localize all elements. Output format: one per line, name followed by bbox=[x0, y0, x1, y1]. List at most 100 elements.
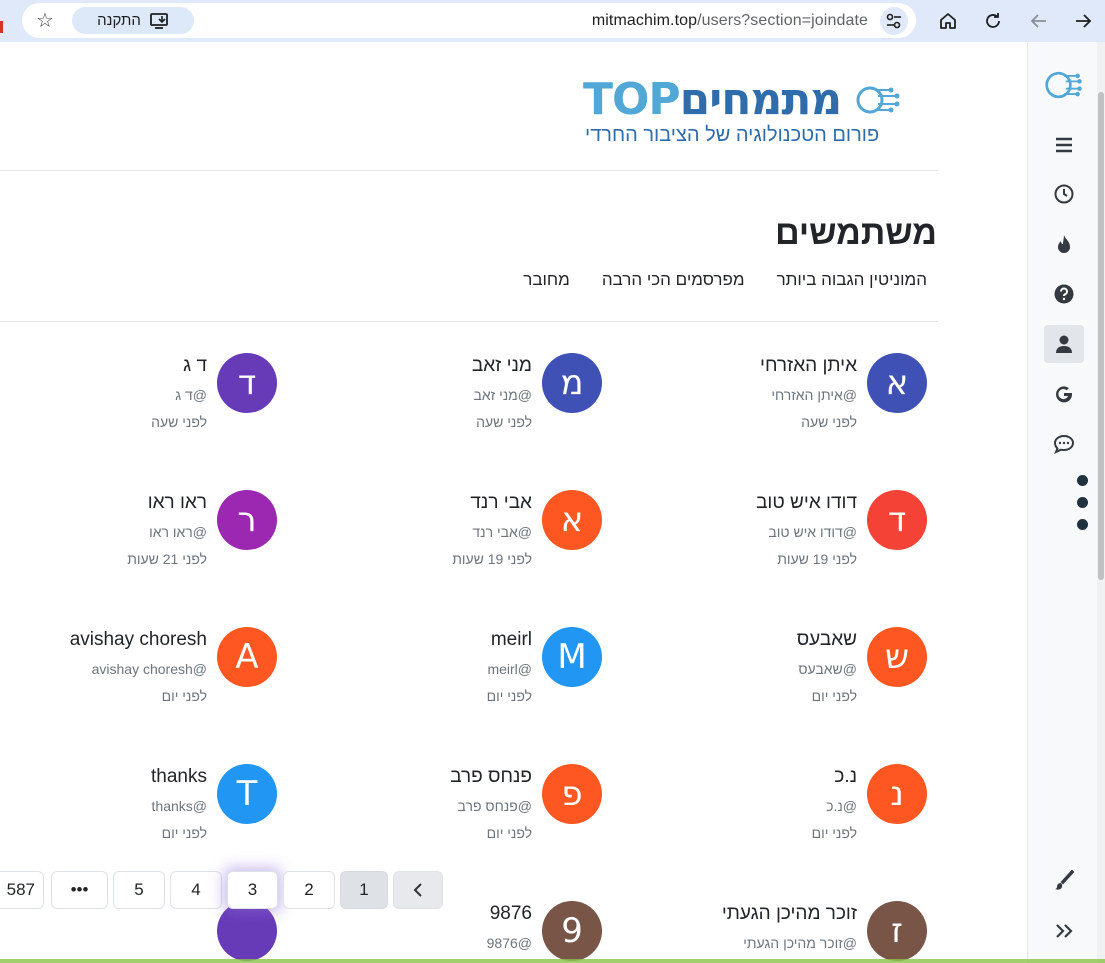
sidebar-google[interactable] bbox=[1044, 375, 1084, 413]
avatar[interactable]: M bbox=[542, 627, 602, 687]
user-name[interactable]: meirl bbox=[490, 629, 532, 650]
star-icon[interactable]: ☆ bbox=[36, 10, 54, 32]
dot bbox=[1077, 497, 1088, 508]
avatar[interactable]: ד bbox=[217, 353, 277, 413]
user-name[interactable]: avishay choresh bbox=[69, 629, 207, 650]
install-app-icon bbox=[149, 12, 168, 29]
address-bar[interactable]: ☆ התקנה mitmachim.top/users?section=join… bbox=[22, 3, 916, 38]
back-button[interactable] bbox=[1026, 8, 1052, 34]
bottom-accent-line bbox=[0, 959, 1105, 963]
page-last[interactable]: 587 bbox=[0, 871, 44, 909]
scrollbar-thumb[interactable] bbox=[1098, 92, 1104, 580]
user-card[interactable]: א אבי רנד @אבי רנד לפני 19 שעות bbox=[272, 490, 602, 590]
divider bbox=[0, 170, 938, 171]
page-4[interactable]: 4 bbox=[170, 871, 222, 909]
user-name[interactable]: thanks bbox=[151, 766, 207, 787]
tab-top-reputation[interactable]: המוניטין הגבוה ביותר bbox=[776, 270, 927, 289]
user-card[interactable] bbox=[0, 901, 277, 963]
site-settings-button[interactable] bbox=[880, 7, 908, 35]
user-card[interactable]: ש שאבעס @שאבעס לפני יום bbox=[597, 627, 927, 727]
user-card[interactable]: נ נ.כ @נ.כ לפני יום bbox=[597, 764, 927, 864]
avatar[interactable]: ז bbox=[867, 901, 927, 961]
user-name[interactable]: פנחס פרב bbox=[450, 766, 532, 787]
sidebar-skin[interactable] bbox=[1044, 862, 1084, 900]
page-2[interactable]: 2 bbox=[283, 871, 335, 909]
site-logo[interactable]: TOPמתמחים פורום הטכנולוגיה של הציבור החר… bbox=[583, 76, 928, 146]
page-5[interactable]: 5 bbox=[113, 871, 165, 909]
reload-button[interactable] bbox=[980, 8, 1006, 34]
user-slug: @נ.כ bbox=[826, 798, 857, 814]
avatar[interactable]: פ bbox=[542, 764, 602, 824]
user-name[interactable]: ד ג bbox=[183, 355, 207, 376]
recent-icon bbox=[1054, 184, 1074, 204]
avatar[interactable]: מ bbox=[542, 353, 602, 413]
avatar[interactable]: ר bbox=[217, 490, 277, 550]
tab-top-posters[interactable]: מפרסמים הכי הרבה bbox=[601, 270, 745, 289]
user-name[interactable]: ראו ראו bbox=[147, 492, 207, 513]
sidebar-popular[interactable] bbox=[1044, 225, 1084, 263]
user-name[interactable]: זוכר מהיכן הגעתי bbox=[721, 903, 857, 924]
avatar[interactable]: 9 bbox=[542, 901, 602, 961]
install-app-button[interactable]: התקנה bbox=[72, 7, 194, 34]
user-card[interactable]: ד ד ג @ד ג לפני שעה bbox=[0, 353, 277, 453]
avatar[interactable]: א bbox=[542, 490, 602, 550]
forward-button[interactable] bbox=[1070, 8, 1096, 34]
user-name[interactable]: נ.כ bbox=[834, 766, 857, 787]
user-card[interactable]: ז זוכר מהיכן הגעתי @זוכר מהיכן הגעתי bbox=[597, 901, 927, 963]
user-card[interactable]: ר ראו ראו @ראו ראו לפני 21 שעות bbox=[0, 490, 277, 590]
user-card[interactable]: א איתן האזרחי @איתן האזרחי לפני שעה bbox=[597, 353, 927, 453]
user-name[interactable]: דודו איש טוב bbox=[756, 492, 857, 513]
tab-online[interactable]: מחובר bbox=[523, 270, 570, 289]
user-join-time: לפני שעה bbox=[476, 414, 532, 430]
sidebar-menu[interactable] bbox=[1044, 126, 1084, 164]
user-slug: @זוכר מהיכן הגעתי bbox=[743, 935, 857, 951]
sidebar-recent[interactable] bbox=[1044, 175, 1084, 213]
user-name[interactable]: מני זאב bbox=[471, 355, 532, 376]
user-name[interactable]: 9876 bbox=[489, 903, 532, 924]
user-join-time: לפני יום bbox=[161, 688, 207, 704]
user-slug: @דודו איש טוב bbox=[768, 524, 857, 540]
avatar[interactable]: A bbox=[217, 627, 277, 687]
url-text[interactable]: mitmachim.top/users?section=joindate bbox=[592, 12, 868, 30]
page-prev-button[interactable] bbox=[393, 871, 443, 909]
reload-icon bbox=[986, 13, 1000, 28]
scrollbar-track[interactable] bbox=[1097, 42, 1105, 963]
user-slug: @איתן האזרחי bbox=[771, 387, 857, 403]
avatar[interactable]: ד bbox=[867, 490, 927, 550]
user-name[interactable]: איתן האזרחי bbox=[760, 355, 857, 376]
skin-brush-icon bbox=[1055, 870, 1075, 890]
help-icon bbox=[1054, 284, 1074, 304]
avatar[interactable]: נ bbox=[867, 764, 927, 824]
avatar[interactable]: T bbox=[217, 764, 277, 824]
tune-icon bbox=[886, 13, 901, 29]
sidebar-help[interactable] bbox=[1044, 275, 1084, 313]
pagination: 587 ••• 5 4 3 2 1 bbox=[0, 871, 450, 909]
user-join-time: לפני שעה bbox=[801, 414, 857, 430]
page-3[interactable]: 3 bbox=[227, 871, 278, 909]
avatar[interactable]: א bbox=[867, 353, 927, 413]
page-title: משתמשים bbox=[775, 214, 937, 252]
user-name[interactable]: אבי רנד bbox=[470, 492, 532, 513]
user-slug: @ד ג bbox=[175, 387, 207, 403]
user-card[interactable]: מ מני זאב @מני זאב לפני שעה bbox=[272, 353, 602, 453]
page-1[interactable]: 1 bbox=[340, 871, 388, 909]
user-card[interactable]: 9 9876 @9876 bbox=[272, 901, 602, 963]
home-button[interactable] bbox=[935, 8, 961, 34]
user-name[interactable]: שאבעס bbox=[796, 629, 857, 650]
sidebar-expand[interactable] bbox=[1044, 912, 1084, 950]
sidebar-chat[interactable] bbox=[1044, 425, 1084, 463]
logo-wordmark: TOPמתמחים bbox=[583, 76, 900, 124]
sidebar-users[interactable] bbox=[1044, 325, 1084, 363]
user-slug: @מני זאב bbox=[473, 387, 533, 403]
url-host: mitmachim.top bbox=[591, 12, 698, 29]
page-ellipsis[interactable]: ••• bbox=[51, 871, 108, 909]
user-card[interactable]: ד דודו איש טוב @דודו איש טוב לפני 19 שעות bbox=[597, 490, 927, 590]
user-card[interactable]: פ פנחס פרב @פנחס פרב לפני יום bbox=[272, 764, 602, 864]
avatar[interactable] bbox=[217, 901, 277, 961]
avatar[interactable]: ש bbox=[867, 627, 927, 687]
more-options-icon[interactable] bbox=[1077, 475, 1088, 541]
sidebar-logo[interactable] bbox=[1044, 62, 1084, 108]
